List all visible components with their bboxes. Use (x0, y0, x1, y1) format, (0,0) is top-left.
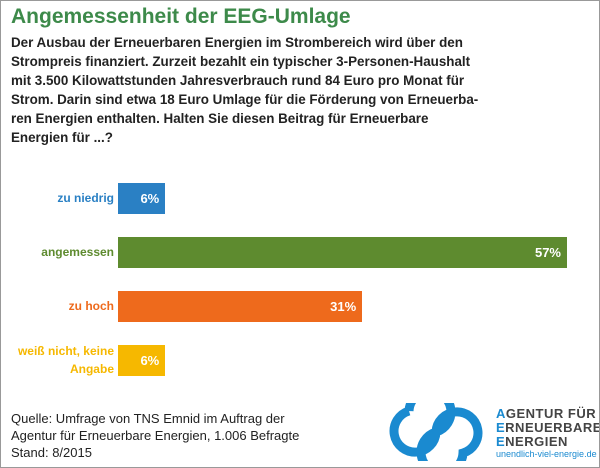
category-label: angemessen (9, 232, 114, 272)
logo-url: unendlich-viel-energie.de (496, 449, 597, 459)
logo-line: ERNEUERBARE (496, 420, 600, 435)
subtitle-line: Der Ausbau der Erneuerbaren Energien im … (11, 35, 463, 50)
subtitle-line: Strompreis finanziert. Zurzeit bezahlt e… (11, 54, 471, 69)
source-line: Agentur für Erneuerbare Energien, 1.006 … (11, 428, 300, 443)
value-label: 6% (140, 353, 160, 368)
category-label: zu niedrig (9, 178, 114, 218)
bar: 6% (118, 345, 166, 376)
logo-line: ENERGIEN (496, 434, 568, 449)
logo-icon (389, 403, 483, 461)
source-line: Stand: 8/2015 (11, 445, 92, 460)
category-text: zu hoch (68, 299, 114, 313)
subtitle-line: ren Energien enthalten. Halten Sie diese… (11, 111, 429, 126)
category-label: zu hoch (9, 286, 114, 326)
bar: 57% (118, 237, 567, 268)
category-text: weiß nicht, keine Angabe (17, 344, 114, 376)
subtitle-line: Strom. Darin sind etwa 18 Euro Umlage fü… (11, 92, 479, 107)
value-label: 6% (140, 191, 160, 206)
value-label: 57% (534, 245, 561, 260)
subtitle-line: mit 3.500 Kilowattstunden Jahresverbrauc… (11, 73, 465, 88)
category-text: angemessen (41, 245, 114, 259)
category-text: zu niedrig (57, 191, 114, 205)
logo-line: AGENTUR FÜR (496, 406, 597, 421)
subtitle-line: Energien für ...? (11, 130, 113, 145)
bar: 6% (118, 183, 166, 214)
category-label: weiß nicht, keine Angabe (9, 340, 114, 380)
source-line: Quelle: Umfrage von TNS Emnid im Auftrag… (11, 411, 285, 426)
value-label: 31% (330, 299, 357, 314)
chart-title: Angemessenheit der EEG-Umlage (11, 5, 351, 28)
bar: 31% (118, 291, 363, 322)
